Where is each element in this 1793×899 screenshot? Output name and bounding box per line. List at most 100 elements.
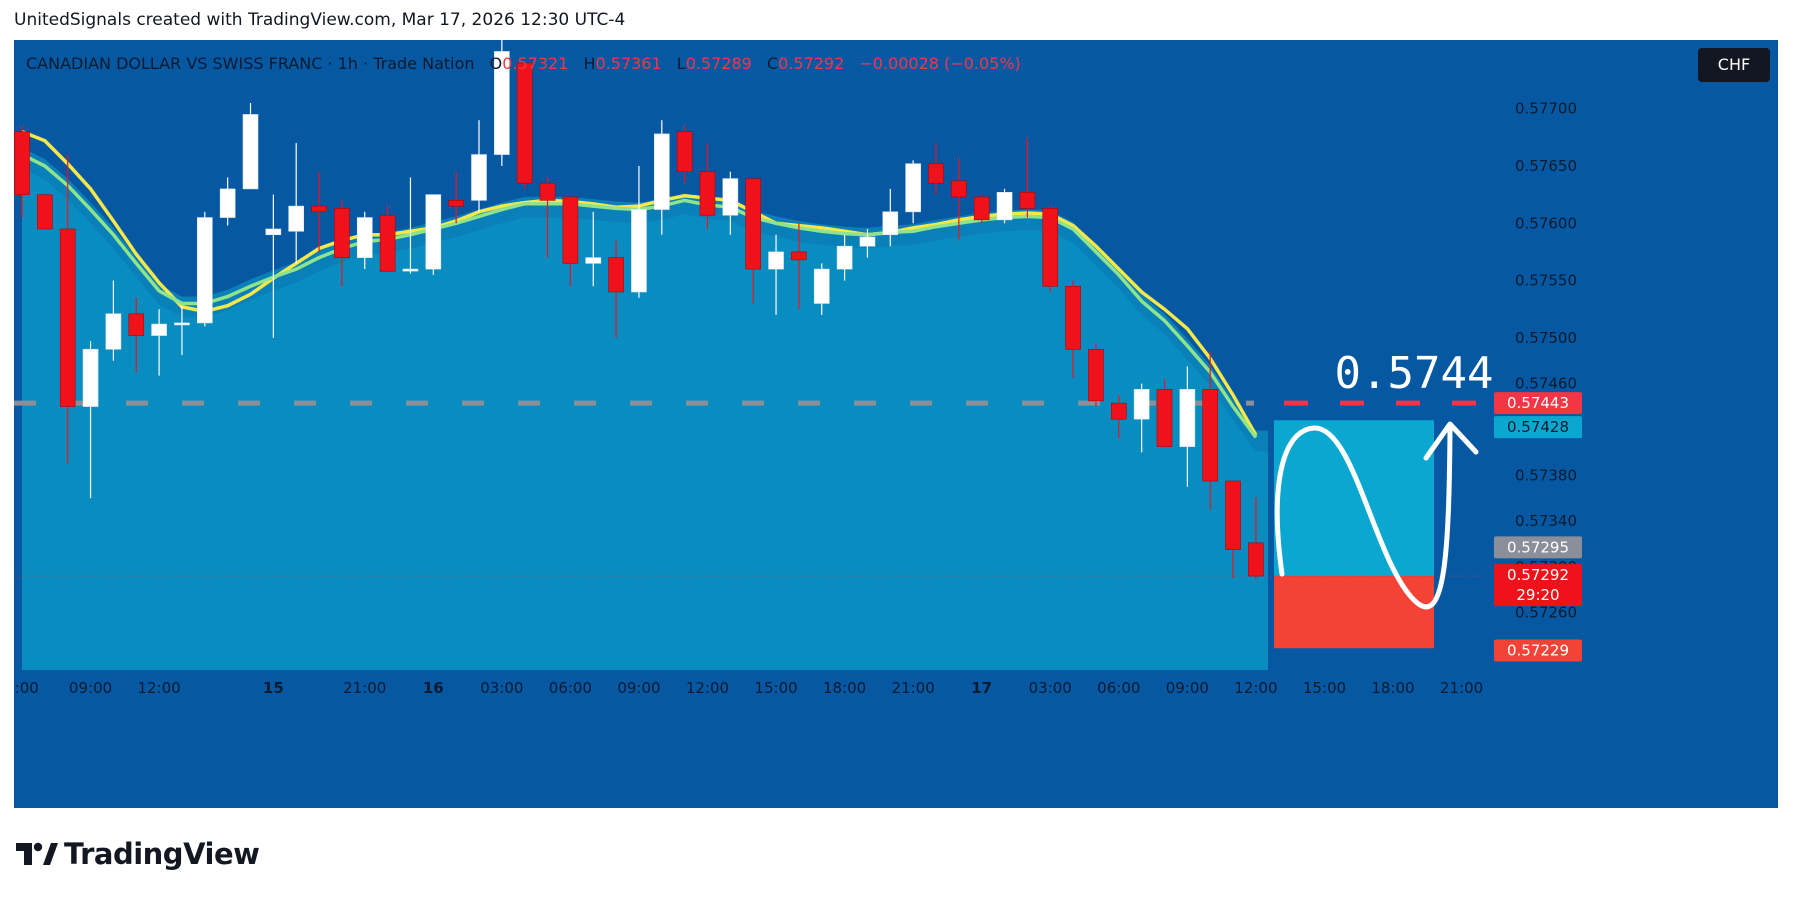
candle-body[interactable] [699, 171, 716, 216]
candle-body[interactable] [562, 196, 579, 264]
price-tick-label: 0.57600 [1515, 214, 1577, 232]
candle-body[interactable] [334, 208, 350, 258]
candle-body[interactable] [448, 200, 464, 207]
price-tick-label: 0.57460 [1515, 375, 1577, 393]
candle-body[interactable] [59, 228, 76, 407]
price-tag-stop-bg [1494, 639, 1582, 662]
candle-body[interactable] [1065, 285, 1081, 350]
price-tag-level2: 0.57428 [1507, 418, 1569, 436]
bar-countdown: 29:20 [1516, 586, 1559, 604]
candle-body[interactable] [1225, 480, 1241, 551]
candle-body[interactable] [905, 163, 921, 213]
candle-body[interactable] [425, 194, 442, 270]
time-tick-label: 21:00 [343, 679, 386, 697]
candle-body[interactable] [585, 257, 602, 264]
candle-body[interactable] [882, 211, 899, 236]
time-tick-label: 21:00 [892, 679, 935, 697]
time-tick-label: 06:00 [1097, 679, 1140, 697]
candle-body[interactable] [242, 114, 259, 190]
time-tick-label: 12:00 [137, 679, 180, 697]
candle-body[interactable] [1156, 389, 1173, 447]
change-value: −0.00028 (−0.05%) [859, 54, 1021, 73]
time-tick-label: 03:00 [480, 679, 523, 697]
candle-body[interactable] [37, 194, 53, 230]
candle-body[interactable] [676, 131, 693, 173]
open-label: O [489, 54, 503, 73]
candle-body[interactable] [745, 178, 762, 270]
candle-body[interactable] [859, 236, 876, 247]
price-tag-target: 0.57443 [1507, 394, 1569, 412]
candle-body[interactable] [1179, 389, 1196, 447]
target-zone[interactable] [1274, 420, 1434, 577]
candle-body[interactable] [631, 209, 647, 293]
footer-logo: TradingView [16, 836, 260, 872]
candle-body[interactable] [539, 182, 556, 201]
candle-body[interactable] [82, 348, 99, 407]
candle-body[interactable] [356, 217, 373, 258]
candle-body[interactable] [174, 322, 190, 326]
time-tick-label: 18:00 [823, 679, 866, 697]
candle-body[interactable] [653, 133, 670, 210]
candle-body[interactable] [219, 188, 236, 218]
tradingview-wordmark: TradingView [64, 837, 260, 871]
candle-body[interactable] [608, 257, 624, 293]
candle-body[interactable] [836, 245, 853, 270]
candle-body[interactable] [14, 131, 30, 195]
candle-body[interactable] [494, 51, 510, 155]
high-value: 0.57361 [595, 54, 662, 73]
candle-body[interactable] [1042, 208, 1059, 287]
candle-body[interactable] [197, 217, 213, 324]
time-tick-label: 17 [971, 679, 992, 697]
candle-body[interactable] [128, 313, 145, 336]
time-tick-label: 16 [423, 679, 444, 697]
candle-body[interactable] [1111, 402, 1127, 420]
stop-zone[interactable] [1274, 576, 1434, 649]
candle-body[interactable] [311, 205, 327, 213]
candle-body[interactable] [996, 192, 1013, 221]
chart-panel[interactable]: 0.5744 0.57700 0.57650 0.57600 0.57550 0.5750… [14, 40, 1778, 808]
price-tick-label: 0.57260 [1515, 604, 1577, 622]
time-tick-label: 09:00 [1166, 679, 1209, 697]
candle-body[interactable] [105, 313, 122, 350]
candle-body[interactable] [722, 178, 739, 216]
candle-body[interactable] [288, 205, 305, 232]
currency-badge[interactable]: CHF [1698, 48, 1770, 82]
projection-arrow-icon [1423, 421, 1479, 461]
open-value: 0.57321 [502, 54, 569, 73]
candle-body[interactable] [1019, 192, 1036, 209]
high-label: H [583, 54, 596, 73]
symbol-legend: CANADIAN DOLLAR VS SWISS FRANC · 1h · Tr… [26, 54, 1021, 73]
candle-body[interactable] [1202, 389, 1218, 482]
time-tick-label: 15 [263, 679, 284, 697]
low-label: L [676, 54, 686, 73]
close-label: C [766, 54, 779, 73]
time-tick-label: 03:00 [1029, 679, 1072, 697]
candle-body[interactable] [1133, 389, 1150, 420]
candle-body[interactable] [1088, 348, 1104, 402]
candle-body[interactable] [379, 214, 396, 272]
price-tag-current: 0.57292 [1507, 566, 1569, 584]
time-tick-label: 12:00 [1234, 679, 1277, 697]
candle-body[interactable] [973, 196, 990, 221]
candle-body[interactable] [516, 62, 533, 184]
candle-body[interactable] [791, 251, 807, 261]
candle-body[interactable] [151, 323, 167, 336]
candle-body[interactable] [471, 154, 487, 201]
price-tag-current-bg [1494, 564, 1582, 607]
candle-body[interactable] [1248, 542, 1264, 577]
price-chart[interactable]: 0.5744 0.57700 0.57650 0.57600 0.57550 0.5750… [14, 40, 1778, 808]
price-tick-label: 0.57500 [1515, 329, 1577, 347]
candle-body[interactable] [813, 268, 830, 304]
close-value: 0.57292 [778, 54, 845, 73]
target-annotation: 0.5744 [1335, 348, 1494, 399]
time-tick-label: 12:00 [686, 679, 729, 697]
candle-body[interactable] [951, 180, 967, 198]
candle-body[interactable] [928, 163, 944, 184]
price-tick-label: 0.57700 [1515, 100, 1577, 118]
candle-body[interactable] [265, 228, 282, 236]
price-tag-prev: 0.57295 [1507, 538, 1569, 556]
candle-body[interactable] [402, 268, 419, 272]
tradingview-logo-icon [16, 842, 58, 865]
price-tag-prev-bg [1494, 536, 1582, 559]
candle-body[interactable] [768, 251, 784, 270]
